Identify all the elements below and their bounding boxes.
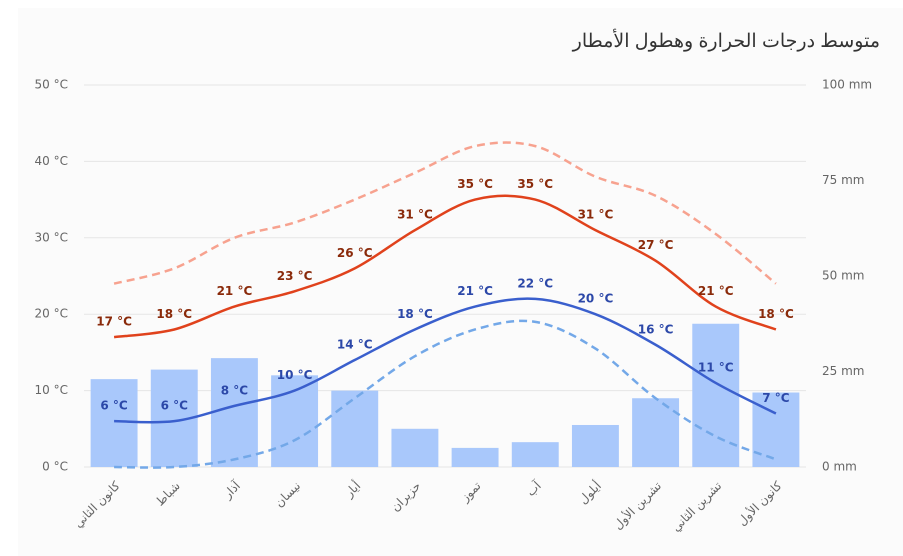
y2-tick-label: 25 mm	[822, 364, 864, 378]
data-label: 10 °C	[277, 368, 313, 382]
data-label: 18 °C	[156, 307, 192, 321]
data-label: 23 °C	[277, 269, 313, 283]
y-tick-label: 40 °C	[35, 154, 68, 168]
y-tick-label: 50 °C	[35, 78, 68, 92]
data-label: 18 °C	[397, 307, 433, 321]
data-label: 7 °C	[762, 391, 790, 405]
bar	[571, 424, 619, 467]
bar	[451, 447, 499, 467]
data-label: 16 °C	[638, 322, 674, 336]
data-label: 18 °C	[758, 307, 794, 321]
bar	[90, 379, 138, 467]
data-label: 21 °C	[698, 284, 734, 298]
data-label: 31 °C	[397, 208, 433, 222]
data-label: 22 °C	[517, 276, 553, 290]
bar	[331, 390, 379, 467]
line	[113, 194, 777, 339]
data-label: 31 °C	[578, 208, 614, 222]
y-tick-label: 0 °C	[42, 460, 68, 474]
y-tick-label: 10 °C	[35, 383, 68, 397]
bar	[391, 428, 439, 467]
y-tick-label: 30 °C	[35, 230, 68, 244]
data-label: 26 °C	[337, 246, 373, 260]
panel	[18, 8, 903, 556]
data-label: 27 °C	[638, 238, 674, 252]
dashed-line	[113, 141, 777, 285]
data-label: 6 °C	[100, 399, 128, 413]
data-label: 21 °C	[217, 284, 253, 298]
data-label: 35 °C	[517, 177, 553, 191]
y2-tick-label: 0 mm	[822, 460, 857, 474]
y2-tick-label: 100 mm	[822, 78, 872, 92]
bar	[632, 398, 680, 467]
y-tick-label: 20 °C	[35, 307, 68, 321]
dashed-line	[114, 319, 777, 469]
y2-tick-label: 50 mm	[822, 269, 864, 283]
bar	[210, 358, 258, 467]
bar	[692, 323, 740, 467]
data-label: 20 °C	[578, 292, 614, 306]
bar	[271, 375, 319, 467]
data-label: 8 °C	[221, 383, 249, 397]
data-label: 6 °C	[161, 399, 189, 413]
bar	[511, 442, 559, 467]
data-label: 11 °C	[698, 360, 734, 374]
y2-tick-label: 75 mm	[822, 173, 864, 187]
chart-title: متوسط درجات الحرارة وهطول الأمطار	[572, 28, 880, 52]
line	[114, 297, 777, 424]
data-label: 35 °C	[457, 177, 493, 191]
data-label: 21 °C	[457, 284, 493, 298]
data-label: 17 °C	[96, 315, 132, 329]
data-label: 14 °C	[337, 338, 373, 352]
